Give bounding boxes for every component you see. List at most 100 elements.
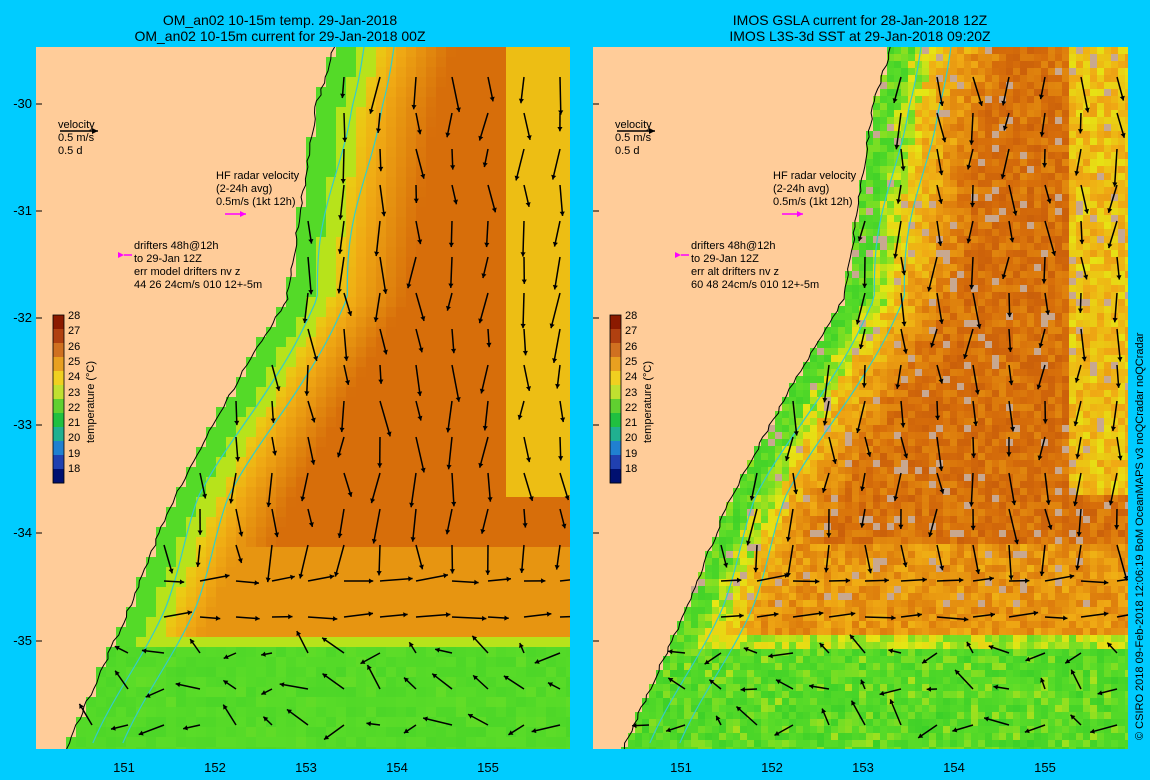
- velocity-arrowhead: [894, 144, 900, 150]
- drifters-line3: err alt drifters nv z: [691, 266, 780, 278]
- velocity-arrow: [1080, 76, 1089, 113]
- velocity-arrow: [972, 292, 981, 329]
- velocity-arrowhead: [336, 288, 342, 294]
- velocity-arrowhead: [555, 383, 561, 389]
- velocity-arrowhead: [255, 615, 260, 621]
- velocity-arrowhead: [526, 135, 532, 140]
- velocity-arrowhead: [826, 533, 832, 538]
- velocity-arrow: [321, 637, 345, 654]
- colorbar-tick-label: 23: [68, 386, 81, 399]
- velocity-arrow: [487, 472, 492, 502]
- velocity-arrow: [828, 612, 856, 618]
- velocity-arrow: [1109, 472, 1118, 506]
- velocity-arrow: [378, 544, 381, 576]
- velocity-arrowhead: [1107, 208, 1113, 213]
- velocity-arrow: [927, 256, 938, 292]
- velocity-arrowhead: [474, 579, 479, 585]
- velocity-arrowhead: [668, 649, 673, 655]
- velocity-arrowhead: [455, 397, 461, 402]
- velocity-arrowhead: [234, 420, 240, 426]
- velocity-arrowhead: [223, 680, 229, 685]
- velocity-arrowhead: [989, 576, 994, 582]
- velocity-arrowhead: [969, 202, 976, 208]
- velocity-arrowhead: [482, 162, 488, 168]
- left-hf-radar-legend: HF radar velocity (2-24h avg) 0.5m/s (1k…: [216, 170, 299, 209]
- velocity-arrowhead: [370, 498, 376, 504]
- velocity-arrow: [893, 76, 902, 104]
- velocity-arrowhead: [445, 132, 451, 138]
- colorbar-tick-label: 28: [625, 310, 638, 322]
- velocity-arrowhead: [963, 616, 969, 622]
- colorbar-tick-label: 18: [68, 463, 81, 475]
- velocity-arrowhead: [753, 567, 759, 573]
- velocity-arrow: [1075, 148, 1082, 176]
- left-map-panel: [36, 47, 570, 749]
- velocity-arrowhead: [481, 615, 487, 621]
- left-map-svg: [36, 47, 570, 749]
- velocity-arrowhead: [522, 350, 528, 356]
- velocity-arrowhead: [1110, 426, 1116, 431]
- velocity-arrowhead: [1025, 656, 1031, 662]
- velocity-arrowhead: [768, 653, 773, 659]
- velocity-arrowhead: [235, 456, 241, 462]
- velocity-arrowhead: [374, 251, 380, 257]
- velocity-arrow: [856, 400, 866, 434]
- velocity-arrowhead: [917, 612, 922, 618]
- velocity-arrowhead: [551, 174, 557, 180]
- velocity-arrow: [480, 364, 489, 394]
- colorbar-tick-label: 24: [68, 371, 81, 384]
- velocity-arrow: [735, 705, 758, 726]
- velocity-arrowhead: [938, 319, 944, 324]
- velocity-arrow: [1116, 544, 1128, 581]
- velocity-arrowhead: [508, 730, 514, 735]
- velocity-arrowhead: [970, 525, 976, 531]
- velocity-arrowhead: [1084, 208, 1090, 214]
- velocity-arrowhead: [403, 612, 408, 618]
- velocity-arrowhead: [902, 562, 908, 568]
- velocity-arrow: [825, 544, 830, 573]
- velocity-arrowhead: [506, 576, 511, 582]
- velocity-arrow: [307, 436, 315, 465]
- velocity-arrow: [1116, 328, 1122, 362]
- velocity-arrow: [451, 364, 460, 402]
- velocity-arrowhead: [1075, 565, 1081, 571]
- velocity-arrowhead: [448, 242, 454, 248]
- velocity-arrowhead: [114, 645, 120, 651]
- velocity-arrowhead: [339, 427, 345, 433]
- y-tick-label: -32: [13, 310, 32, 325]
- velocity-arrowhead: [736, 706, 742, 712]
- velocity-arrow: [936, 579, 964, 582]
- velocity-arrow: [447, 400, 453, 433]
- velocity-arrow: [339, 184, 345, 220]
- velocity-arrow: [970, 472, 974, 507]
- velocity-arrow: [864, 616, 896, 619]
- velocity-arrowhead: [849, 634, 855, 640]
- velocity-arrowhead: [486, 342, 492, 348]
- velocity-arrowhead: [1036, 384, 1042, 390]
- velocity-arrowhead: [922, 577, 927, 583]
- velocity-arrowhead: [368, 611, 373, 617]
- velocity-arrowhead: [1070, 669, 1076, 675]
- velocity-arrowhead: [1075, 453, 1081, 459]
- velocity-arrowhead: [972, 421, 979, 426]
- velocity-arrowhead: [1009, 426, 1016, 432]
- velocity-arrow: [520, 76, 525, 104]
- velocity-arrowhead: [406, 283, 412, 289]
- velocity-arrowhead: [432, 673, 438, 679]
- velocity-arrowhead: [558, 456, 564, 461]
- velocity-arrowhead: [504, 615, 509, 621]
- velocity-arrowhead: [958, 577, 964, 583]
- velocity-arrowhead: [484, 242, 490, 248]
- velocity-arrow: [936, 148, 943, 176]
- velocity-arrowhead: [1006, 452, 1012, 457]
- velocity-arrowhead: [413, 198, 419, 204]
- velocity-arrowhead: [1002, 125, 1008, 131]
- velocity-arrowhead: [270, 418, 276, 423]
- velocity-arrow: [787, 544, 794, 578]
- velocity-arrowhead: [367, 664, 372, 670]
- velocity-arrowhead: [1070, 714, 1076, 720]
- coastline: [66, 47, 336, 749]
- velocity-arrowhead: [888, 648, 894, 654]
- velocity-arrowhead: [1013, 539, 1019, 545]
- velocity-arrow: [936, 76, 944, 107]
